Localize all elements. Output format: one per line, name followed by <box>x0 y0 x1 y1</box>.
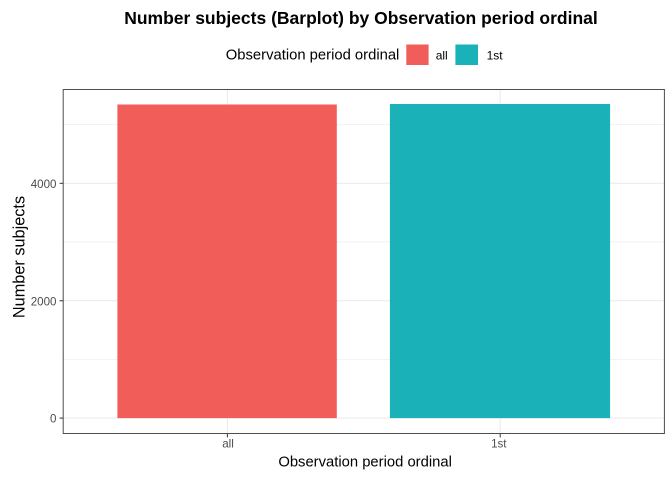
svg-text:Number subjects: Number subjects <box>11 196 29 318</box>
svg-text:1st: 1st <box>491 438 507 451</box>
svg-text:2000: 2000 <box>31 296 57 309</box>
svg-text:1st: 1st <box>487 49 504 63</box>
svg-text:4000: 4000 <box>31 178 57 191</box>
svg-text:Number subjects (Barplot) by O: Number subjects (Barplot) by Observation… <box>124 8 598 28</box>
svg-text:all: all <box>436 49 448 63</box>
svg-text:Observation period ordinal: Observation period ordinal <box>278 455 452 471</box>
svg-text:0: 0 <box>50 412 56 425</box>
svg-text:Observation period ordinal: Observation period ordinal <box>226 48 400 64</box>
svg-text:all: all <box>222 438 234 451</box>
